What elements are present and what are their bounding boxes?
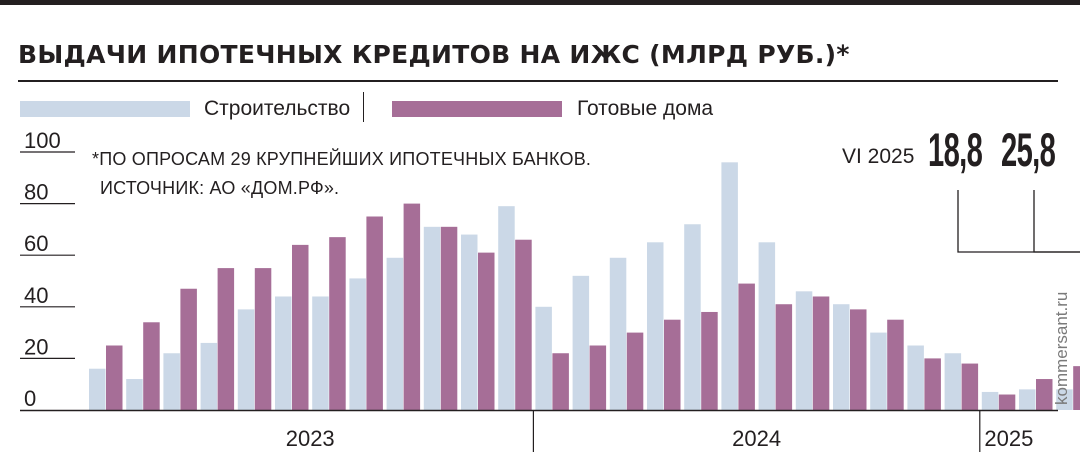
bar-construction [535,306,552,410]
watermark: kommersant.ru [1052,291,1071,405]
bar-ready [626,332,644,410]
bar-construction [758,242,776,410]
bar-construction [907,345,924,410]
x-year-label: 2025 [984,426,1033,451]
y-tick-label: 0 [24,386,36,411]
bar-construction [1019,389,1036,410]
bar-ready [850,309,867,410]
bar-ready [924,358,941,410]
bar-ready [738,283,755,410]
bar-construction [981,391,999,410]
bar-construction [126,379,143,410]
bar-ready [589,345,607,410]
y-tick-label: 80 [24,180,48,205]
top-border [0,0,1080,5]
bar-construction [200,342,218,410]
y-tick-label: 40 [24,283,48,308]
bar-construction [349,278,366,410]
legend-label-construction: Строительство [204,97,351,120]
bar-construction [721,162,738,410]
callout-period-label: VI 2025 [842,145,915,168]
bar-ready [775,304,793,410]
source-note-line-1: *ПО ОПРОСАМ 29 КРУПНЕЙШИХ ИПОТЕЧНЫХ БАНК… [92,149,592,169]
bar-construction [89,368,106,410]
bar-ready [403,203,421,410]
bar-ready [998,394,1016,410]
bar-ready [329,237,346,410]
bar-construction [386,257,404,410]
bar-ready [366,216,383,410]
y-tick-label: 20 [24,334,48,359]
title-rule [18,80,1058,82]
bar-construction [684,224,701,410]
callout-leader-ready [1033,190,1080,253]
legend-separator [363,92,364,122]
bar-construction [833,304,850,410]
x-year-label: 2024 [732,426,781,451]
chart-title: ВЫДАЧИ ИПОТЕЧНЫХ КРЕДИТОВ НА ИЖС (МЛРД Р… [18,40,850,69]
bar-ready [887,319,904,410]
bar-construction [870,332,887,410]
x-year-label: 2023 [286,426,335,451]
bar-ready [552,353,569,410]
bar-construction [275,296,292,410]
bar-construction [498,206,515,410]
legend-label-ready: Готовые дома [577,97,714,120]
bar-construction [572,275,590,410]
bar-ready [180,288,197,410]
bar-ready [440,226,458,410]
bar-construction [237,309,255,410]
bar-ready [1073,366,1080,410]
bar-construction [423,226,441,410]
bar-construction [647,242,664,410]
legend-swatch-construction [20,101,190,117]
bar-ready [254,268,272,410]
bar-ready [143,322,160,410]
bar-ready [812,296,830,410]
bar-ready [664,319,681,410]
y-tick-label: 100 [24,128,61,153]
bar-construction [312,296,329,410]
bar-ready [515,239,532,410]
bar-ready [701,311,718,410]
bar-construction [1056,389,1073,410]
bar-construction [461,234,478,410]
source-note-line-2: ИСТОЧНИК: АО «ДОМ.РФ». [100,178,340,198]
bar-construction [795,291,813,410]
callout-value-ready: 25,8 [1001,123,1056,176]
bar-construction [163,353,180,410]
legend-swatch-ready [392,101,562,117]
bar-ready [292,244,309,410]
bar-ready [1036,379,1053,410]
callout-value-construction: 18,8 [928,123,983,176]
y-tick-label: 60 [24,231,48,256]
bar-ready [478,252,495,410]
bar-construction [609,257,627,410]
bar-construction [944,353,962,410]
bar-ready [217,268,235,410]
bar-ready [106,345,123,410]
bar-ready [961,363,979,410]
